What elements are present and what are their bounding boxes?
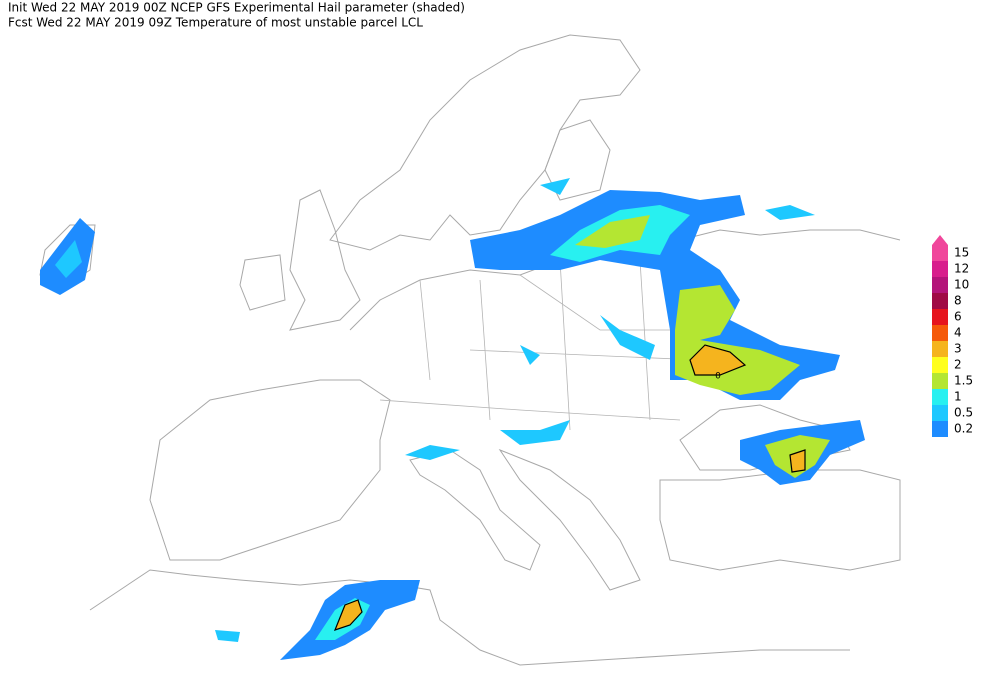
legend-label: 2 [954,358,962,372]
hail-shading [40,178,865,660]
legend-label: 10 [954,278,969,292]
legend-label: 0.5 [954,406,973,420]
hail-area [600,315,655,360]
legend-label: 1.5 [954,374,973,388]
borders [379,259,701,431]
header-line: Init Wed 22 MAY 2019 00Z NCEP GFS Experi… [8,1,465,15]
legend-label: 1 [954,390,962,404]
legend-swatch [932,277,948,293]
hail-area [55,240,82,278]
scandinavia [329,34,641,251]
legend-swatch [932,421,948,437]
continent [149,229,901,561]
hail-area [520,345,540,365]
legend-arrow [932,235,948,245]
legend-label: 3 [954,342,962,356]
contour-line [789,449,806,473]
hail-area [335,600,362,630]
hail-area [500,420,570,445]
legend-label: 6 [954,310,962,324]
contour-label: 0 [715,372,721,382]
legend-label: 15 [954,246,969,260]
britain [289,189,361,331]
legend-label: 4 [954,326,962,340]
legend-swatch [932,261,948,277]
legend-swatch [932,245,948,261]
ireland [239,254,286,311]
italy [409,449,541,571]
hail-area [215,630,240,642]
legend-label: 0.2 [954,422,973,436]
legend-swatch [932,293,948,309]
hail-area [470,190,840,400]
africa [89,569,850,666]
legend-label: 8 [954,294,962,308]
hail-area [765,205,815,220]
header-line: Fcst Wed 22 MAY 2019 09Z Temperature of … [8,16,423,30]
legend-swatch [932,389,948,405]
legend-swatch [932,341,948,357]
legend-swatch [932,405,948,421]
legend-label: 12 [954,262,969,276]
balkans [498,448,641,591]
finland [544,119,611,201]
legend-swatch [932,357,948,373]
legend-swatch [932,309,948,325]
hail-area [405,445,460,460]
contour-line [689,344,747,376]
hail-area [790,450,805,472]
legend: 15 12 10 8 6 4 3 2 1.5 1 0.5 0.2 [932,235,973,437]
legend-swatch [932,373,948,389]
hail-area [540,178,570,195]
contour-line [333,599,363,631]
hail-area [575,215,650,248]
hail-area [690,345,745,375]
legend-swatch [932,325,948,341]
